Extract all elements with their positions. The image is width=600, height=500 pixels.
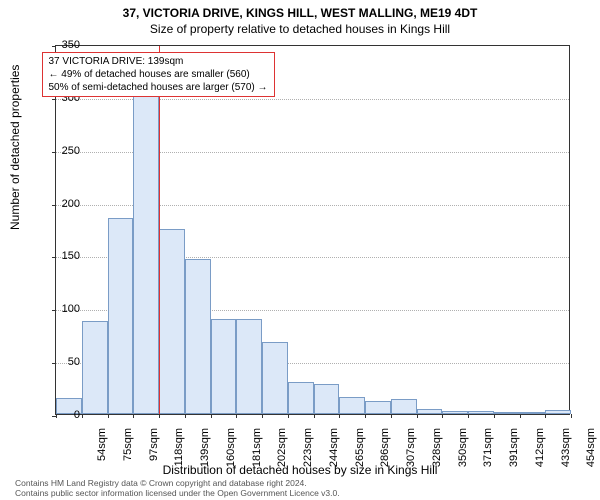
ytick-mark: [52, 257, 56, 258]
histogram-bar: [262, 342, 288, 414]
histogram-bar: [545, 410, 571, 414]
xtick-label: 391sqm: [508, 428, 520, 478]
xtick-mark: [185, 414, 186, 418]
xtick-label: 118sqm: [173, 428, 185, 478]
xtick-mark: [159, 414, 160, 418]
annotation-line3: 50% of semi-detached houses are larger (…: [49, 81, 268, 94]
ytick-mark: [52, 310, 56, 311]
footer-line2: Contains public sector information licen…: [15, 488, 340, 498]
xtick-label: 139sqm: [199, 428, 211, 478]
histogram-bar: [108, 218, 134, 414]
footer-line1: Contains HM Land Registry data © Crown c…: [15, 478, 340, 488]
histogram-bar: [159, 229, 185, 414]
histogram-bar: [442, 411, 468, 414]
xtick-label: 433sqm: [560, 428, 572, 478]
histogram-bar: [468, 411, 494, 414]
histogram-bar: [417, 409, 443, 414]
xtick-label: 54sqm: [96, 428, 108, 478]
xtick-mark: [288, 414, 289, 418]
histogram-bar: [494, 412, 520, 414]
xtick-label: 286sqm: [379, 428, 391, 478]
xtick-label: 307sqm: [405, 428, 417, 478]
histogram-bar: [236, 319, 262, 414]
xtick-label: 75sqm: [122, 428, 134, 478]
histogram-bar: [82, 321, 108, 414]
histogram-bar: [365, 401, 391, 414]
xtick-mark: [211, 414, 212, 418]
xtick-mark: [442, 414, 443, 418]
xtick-label: 412sqm: [534, 428, 546, 478]
ytick-mark: [52, 205, 56, 206]
footer-attribution: Contains HM Land Registry data © Crown c…: [15, 478, 340, 498]
ytick-label: 50: [68, 356, 80, 368]
histogram-bar: [391, 399, 417, 414]
ytick-label: 100: [62, 303, 80, 315]
xtick-mark: [365, 414, 366, 418]
xtick-mark: [82, 414, 83, 418]
xtick-mark: [468, 414, 469, 418]
xtick-label: 328sqm: [431, 428, 443, 478]
xtick-label: 160sqm: [225, 428, 237, 478]
ytick-mark: [52, 46, 56, 47]
ytick-label: 200: [62, 198, 80, 210]
xtick-label: 371sqm: [482, 428, 494, 478]
histogram-bar: [339, 397, 365, 414]
xtick-mark: [236, 414, 237, 418]
chart-title-sub: Size of property relative to detached ho…: [0, 22, 600, 36]
chart-container: [55, 45, 570, 415]
ytick-mark: [52, 363, 56, 364]
xtick-label: 223sqm: [302, 428, 314, 478]
histogram-bar: [288, 382, 314, 414]
xtick-mark: [545, 414, 546, 418]
xtick-label: 244sqm: [328, 428, 340, 478]
histogram-bar: [520, 412, 546, 414]
xtick-mark: [571, 414, 572, 418]
histogram-bar: [185, 259, 211, 414]
reference-line: [159, 46, 160, 414]
xtick-mark: [56, 414, 57, 418]
xtick-label: 202sqm: [276, 428, 288, 478]
xtick-label: 454sqm: [585, 428, 597, 478]
xtick-mark: [520, 414, 521, 418]
xtick-label: 181sqm: [251, 428, 263, 478]
xtick-label: 265sqm: [354, 428, 366, 478]
ytick-label: 250: [62, 145, 80, 157]
xtick-mark: [494, 414, 495, 418]
annotation-line1: 37 VICTORIA DRIVE: 139sqm: [49, 55, 268, 68]
ytick-label: 350: [62, 39, 80, 51]
ytick-label: 0: [74, 409, 80, 421]
xtick-mark: [339, 414, 340, 418]
xtick-label: 350sqm: [457, 428, 469, 478]
ytick-mark: [52, 99, 56, 100]
annotation-box: 37 VICTORIA DRIVE: 139sqm← 49% of detach…: [42, 52, 275, 97]
histogram-bar: [314, 384, 340, 414]
histogram-bar: [133, 92, 159, 414]
xtick-mark: [417, 414, 418, 418]
annotation-line2: ← 49% of detached houses are smaller (56…: [49, 68, 268, 81]
chart-title-main: 37, VICTORIA DRIVE, KINGS HILL, WEST MAL…: [0, 6, 600, 20]
ytick-mark: [52, 152, 56, 153]
xtick-mark: [108, 414, 109, 418]
plot-area: [55, 45, 570, 415]
xtick-mark: [133, 414, 134, 418]
xtick-mark: [314, 414, 315, 418]
ytick-label: 150: [62, 250, 80, 262]
xtick-mark: [262, 414, 263, 418]
xtick-label: 97sqm: [148, 428, 160, 478]
y-axis-label: Number of detached properties: [8, 65, 22, 230]
xtick-mark: [391, 414, 392, 418]
histogram-bar: [211, 319, 237, 414]
